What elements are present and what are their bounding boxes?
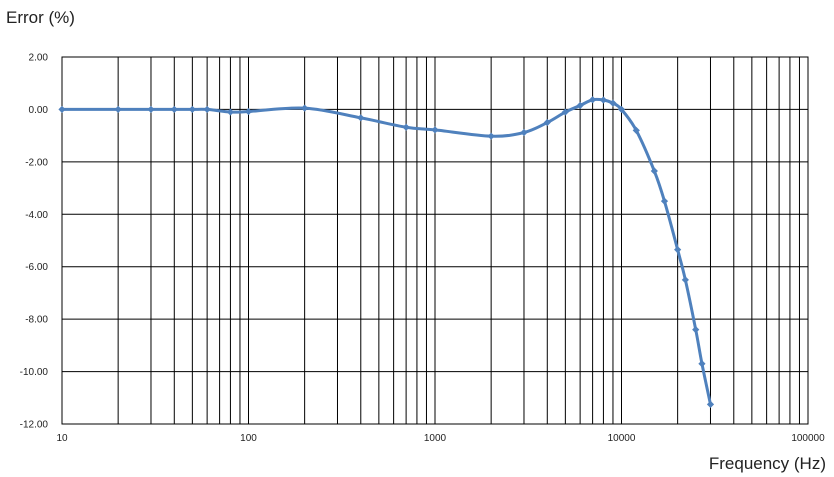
data-point (617, 105, 626, 114)
data-point (599, 96, 608, 104)
data-point (520, 128, 528, 137)
data-point (632, 126, 640, 134)
data-point (357, 114, 365, 122)
data-point (188, 105, 196, 114)
data-point (226, 108, 235, 116)
data-point (147, 105, 155, 114)
data-point (706, 400, 715, 408)
x-axis-title: Frequency (Hz) (708, 454, 826, 473)
data-point (681, 276, 689, 284)
x-tick-labels: 10 100 1000 10000 100000 (56, 433, 825, 444)
y-tick-label: -8.00 (25, 315, 48, 326)
data-point (431, 126, 439, 134)
data-point (487, 132, 495, 140)
vertical-gridlines (61, 57, 800, 424)
data-point (244, 107, 253, 116)
data-point (402, 123, 410, 131)
data-point (203, 105, 211, 114)
x-tick-label: 100000 (791, 433, 825, 444)
series-points (58, 96, 715, 408)
data-point (660, 197, 669, 205)
data-point (650, 167, 658, 175)
y-tick-label: 2.00 (29, 53, 49, 64)
x-tick-label: 1000 (424, 433, 447, 444)
x-tick-label: 10000 (608, 433, 636, 444)
y-axis-title: Error (%) (6, 8, 75, 27)
y-tick-labels: 2.00 0.00 -2.00 -4.00 -6.00 -8.00 -10.00 -12.00 (20, 53, 49, 431)
y-tick-label: -6.00 (25, 262, 48, 273)
data-point (674, 246, 682, 254)
data-point (543, 118, 551, 127)
plot-border (61, 56, 809, 425)
data-point (576, 101, 584, 110)
y-tick-label: 0.00 (29, 105, 49, 116)
x-tick-label: 100 (240, 433, 257, 444)
data-point (170, 105, 178, 114)
data-point (114, 105, 122, 114)
data-point (698, 360, 706, 368)
data-point (301, 104, 309, 112)
y-tick-label: -4.00 (25, 210, 48, 221)
data-point (692, 326, 700, 334)
y-tick-label: -10.00 (20, 367, 49, 378)
x-tick-label: 10 (56, 433, 68, 444)
data-point (58, 105, 66, 114)
y-tick-label: -2.00 (25, 157, 48, 168)
data-point (561, 108, 569, 116)
data-point (609, 99, 617, 107)
data-point (589, 96, 597, 104)
y-tick-label: -12.00 (20, 420, 49, 431)
